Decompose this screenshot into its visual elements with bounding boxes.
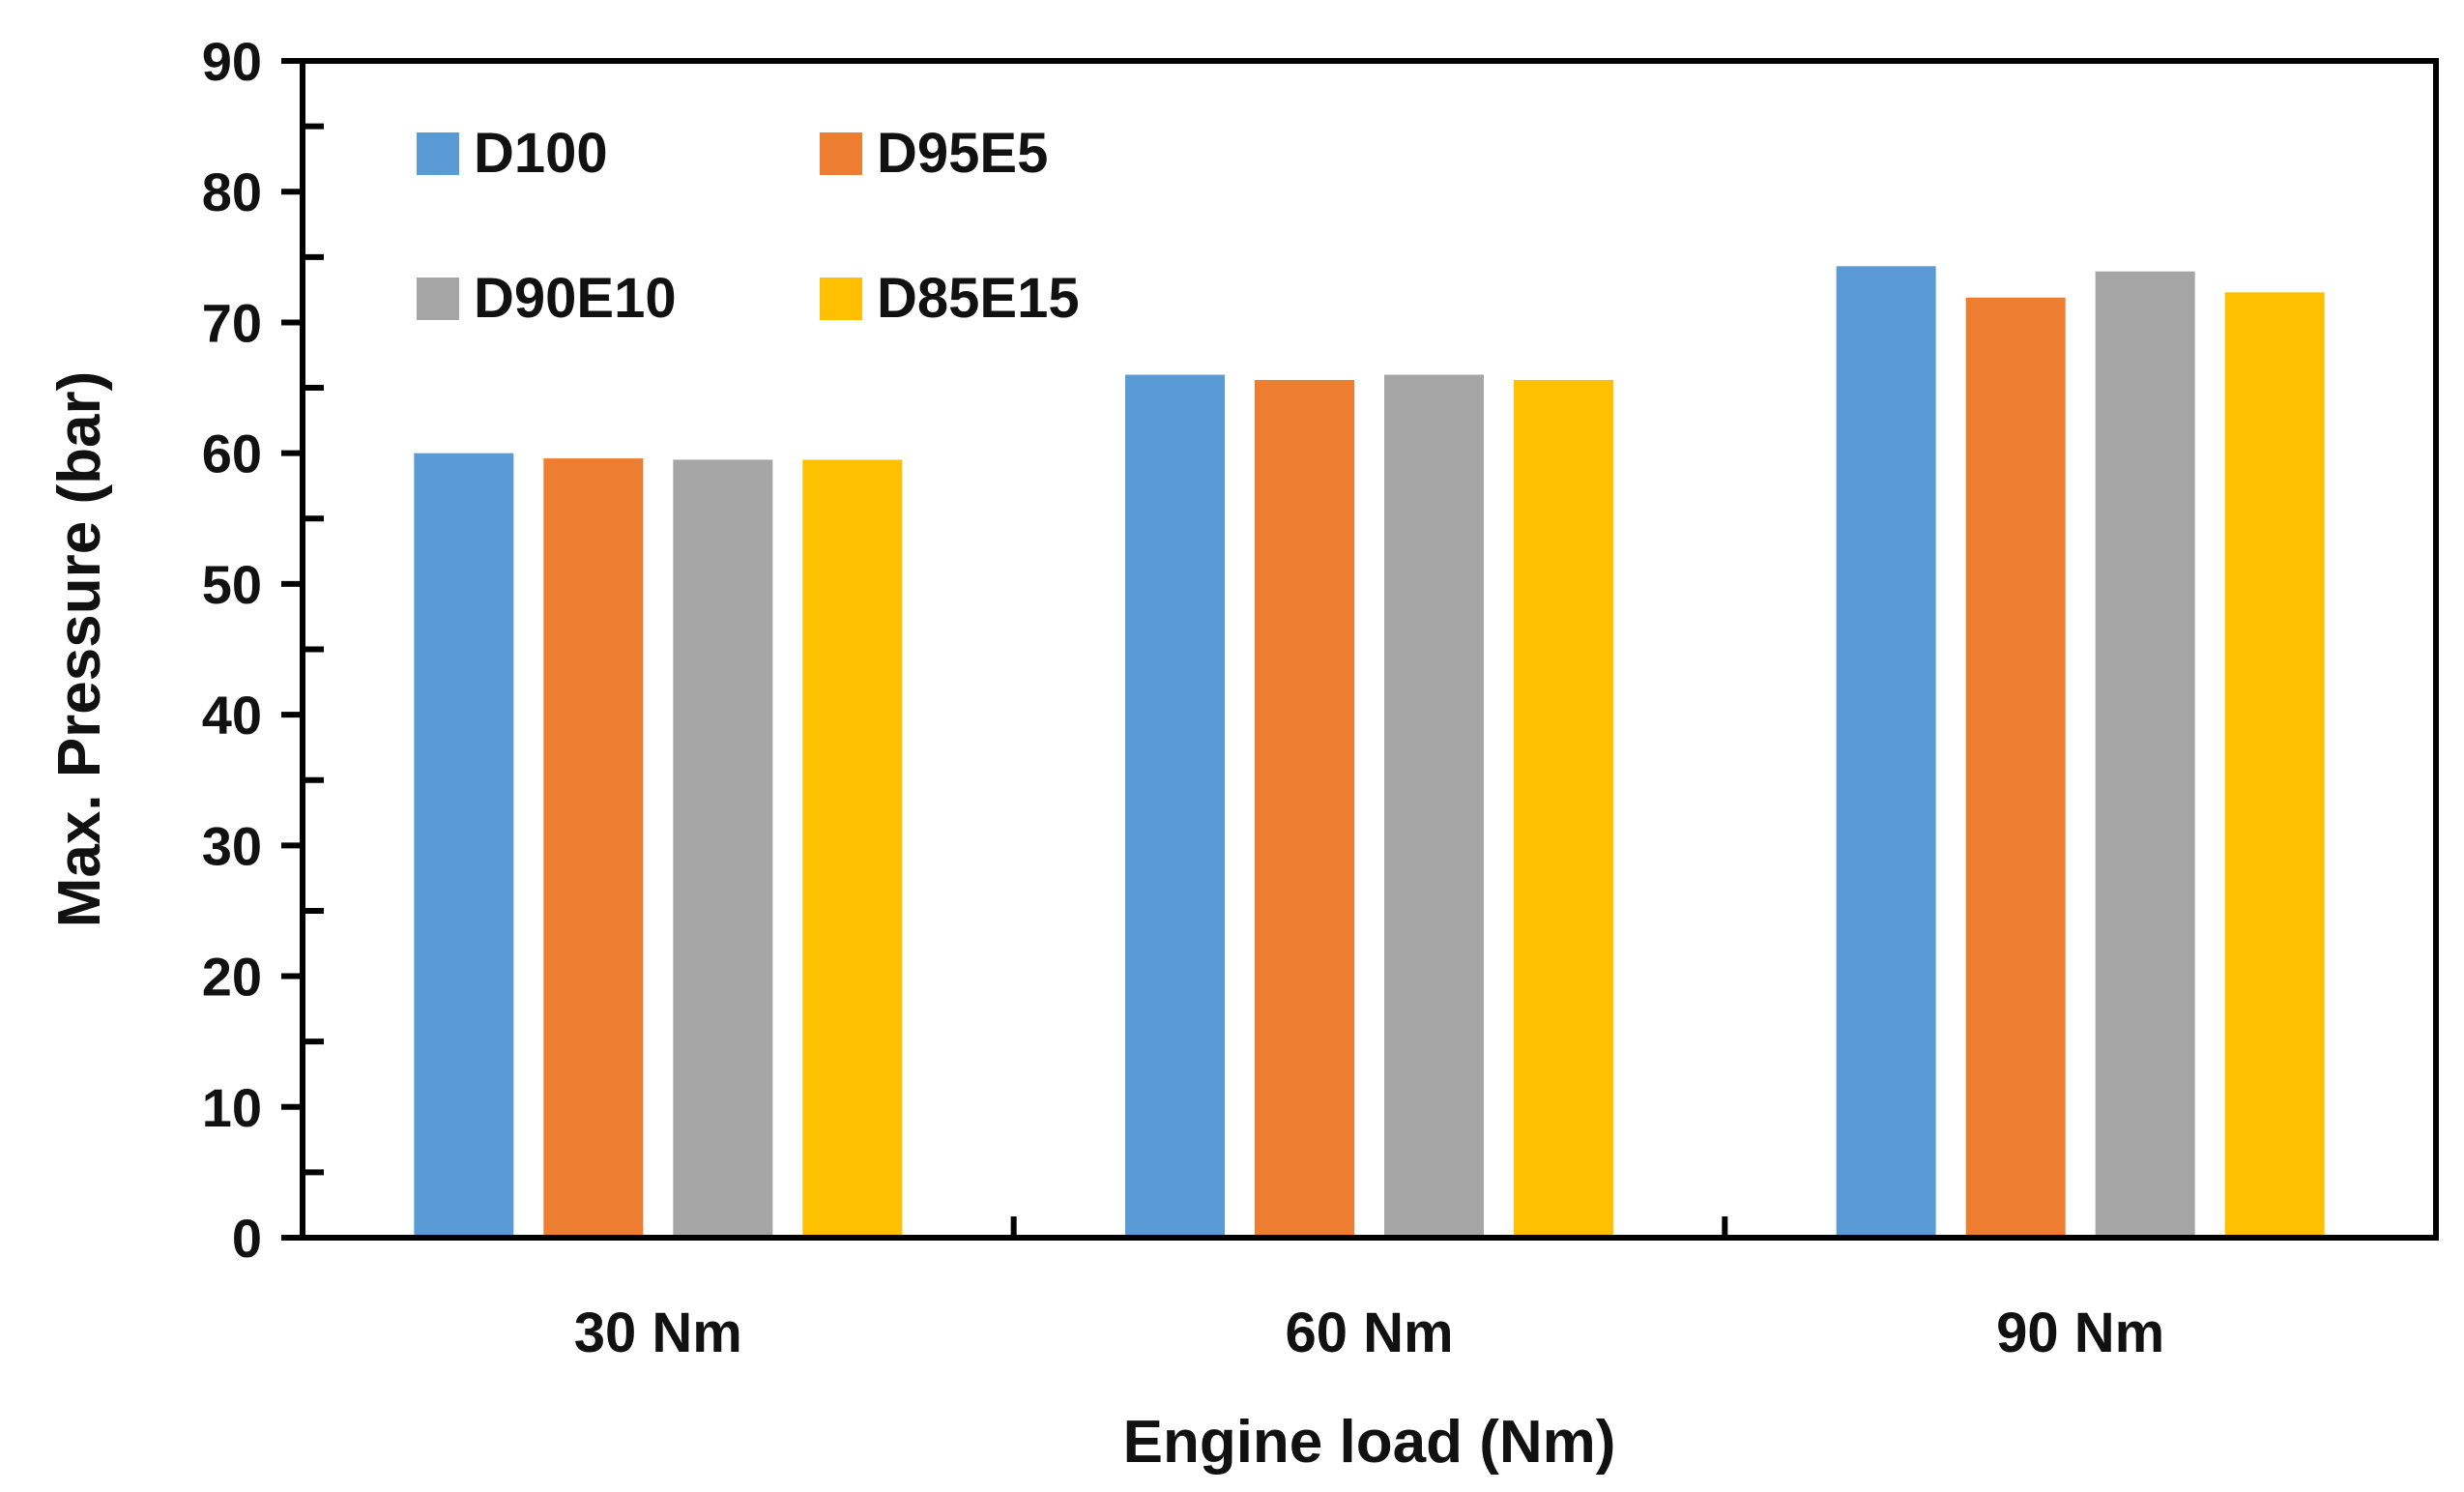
- y-tick-label: 30: [202, 815, 262, 876]
- y-tick-label: 10: [202, 1077, 262, 1138]
- bar-D95E5-90Nm: [1965, 297, 2066, 1239]
- legend-swatch-D90E10: [417, 278, 459, 320]
- legend-swatch-D95E5: [820, 132, 862, 175]
- y-tick-label: 20: [202, 947, 262, 1008]
- bar-D90E10-30Nm: [673, 459, 773, 1239]
- labels-layer: 0 10 20 30 40 50 60 70 80 90 30 Nm 60 Nm 90 Nm Engine…: [46, 31, 2164, 1476]
- bar-D95E5-30Nm: [543, 458, 644, 1238]
- y-axis-title: Max. Pressure (bar): [46, 371, 113, 927]
- legend-swatch-D100: [417, 132, 459, 175]
- y-tick-label: 40: [202, 685, 262, 746]
- y-tick-label: 90: [202, 31, 262, 92]
- bar-D100-90Nm: [1836, 266, 1936, 1238]
- legend-label-D95E5: D95E5: [877, 122, 1048, 185]
- bar-D85E15-90Nm: [2224, 292, 2325, 1238]
- legend-label-D100: D100: [474, 122, 608, 185]
- legend: D100 D95E5 D90E10 D85E15: [417, 122, 1080, 330]
- legend-swatch-D85E15: [820, 278, 862, 320]
- legend-label-D85E15: D85E15: [877, 267, 1080, 330]
- axes-layer: [281, 58, 2439, 1241]
- bar-D90E10-90Nm: [2095, 271, 2195, 1238]
- x-tick-label: 60 Nm: [1285, 1302, 1453, 1364]
- y-tick-label: 60: [202, 424, 262, 484]
- y-tick-label: 80: [202, 161, 262, 222]
- x-axis-title: Engine load (Nm): [1123, 1409, 1616, 1476]
- bar-D90E10-60Nm: [1384, 374, 1484, 1238]
- bars-layer: [414, 266, 2325, 1239]
- x-tick-label: 30 Nm: [574, 1302, 742, 1364]
- bar-D85E15-60Nm: [1514, 379, 1613, 1238]
- legend-label-D90E10: D90E10: [474, 267, 677, 330]
- bar-D95E5-60Nm: [1255, 379, 1354, 1238]
- bar-D100-60Nm: [1125, 374, 1225, 1238]
- y-tick-label: 0: [232, 1208, 262, 1269]
- x-tick-label: 90 Nm: [1996, 1302, 2164, 1364]
- bar-D100-30Nm: [414, 453, 514, 1239]
- bar-D85E15-30Nm: [802, 459, 903, 1239]
- y-tick-label: 50: [202, 554, 262, 615]
- y-tick-label: 70: [202, 292, 262, 353]
